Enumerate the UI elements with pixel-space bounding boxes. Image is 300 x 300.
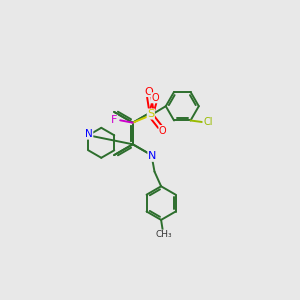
Text: F: F [111, 115, 117, 125]
Text: N: N [148, 151, 156, 161]
Text: S: S [147, 109, 155, 119]
Text: Cl: Cl [203, 117, 213, 127]
Text: N: N [85, 129, 93, 139]
Text: O: O [144, 86, 153, 97]
Text: O: O [151, 93, 159, 103]
Text: CH₃: CH₃ [156, 230, 172, 239]
Text: O: O [159, 125, 166, 136]
